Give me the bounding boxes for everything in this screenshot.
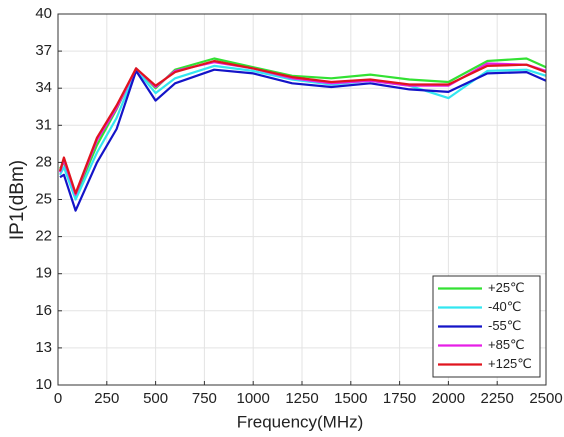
series-line xyxy=(58,59,547,195)
series-line xyxy=(59,68,547,212)
x-tick-label: 750 xyxy=(192,390,217,407)
x-tick-label: 1750 xyxy=(383,390,416,407)
x-tick-label: 500 xyxy=(143,390,168,407)
legend-label: +85℃ xyxy=(488,337,525,352)
x-tick-label: 1000 xyxy=(237,390,270,407)
x-tick-label: 2250 xyxy=(481,390,514,407)
y-tick-label: 28 xyxy=(35,153,52,170)
y-tick-label: 25 xyxy=(35,190,52,207)
y-tick-label: 16 xyxy=(35,302,52,319)
y-tick-label: 22 xyxy=(35,228,52,245)
y-tick-label: 34 xyxy=(35,79,52,96)
x-tick-label: 2500 xyxy=(529,390,562,407)
series-line xyxy=(59,57,547,197)
x-tick-label: 1250 xyxy=(285,390,318,407)
x-tick-label: 250 xyxy=(94,390,119,407)
x-tick-label: 0 xyxy=(54,390,62,407)
x-axis-label: Frequency(MHz) xyxy=(237,412,364,431)
legend-label: -55℃ xyxy=(488,318,521,333)
y-axis-label: IP1(dBm) xyxy=(7,160,28,240)
legend-label: +25℃ xyxy=(488,280,525,295)
x-tick-label: 1500 xyxy=(334,390,367,407)
y-tick-label: 31 xyxy=(35,116,52,133)
y-tick-label: 40 xyxy=(35,5,52,22)
series-line xyxy=(59,64,547,201)
y-tick-label: 10 xyxy=(35,376,52,393)
legend-label: +125℃ xyxy=(488,356,532,371)
lines xyxy=(58,57,547,212)
y-tick-label: 13 xyxy=(35,339,52,356)
ticks: 10 13 16 19 22 25 28 31 34 37 40 0 250 500 750 1000 1250… xyxy=(35,5,562,407)
y-tick-label: 19 xyxy=(35,265,52,282)
legend-label: -40℃ xyxy=(488,299,521,314)
y-tick-label: 37 xyxy=(35,42,52,59)
legend: +25℃ -40℃ -55℃ +85℃ +125℃ xyxy=(432,275,541,378)
x-tick-label: 2000 xyxy=(432,390,465,407)
